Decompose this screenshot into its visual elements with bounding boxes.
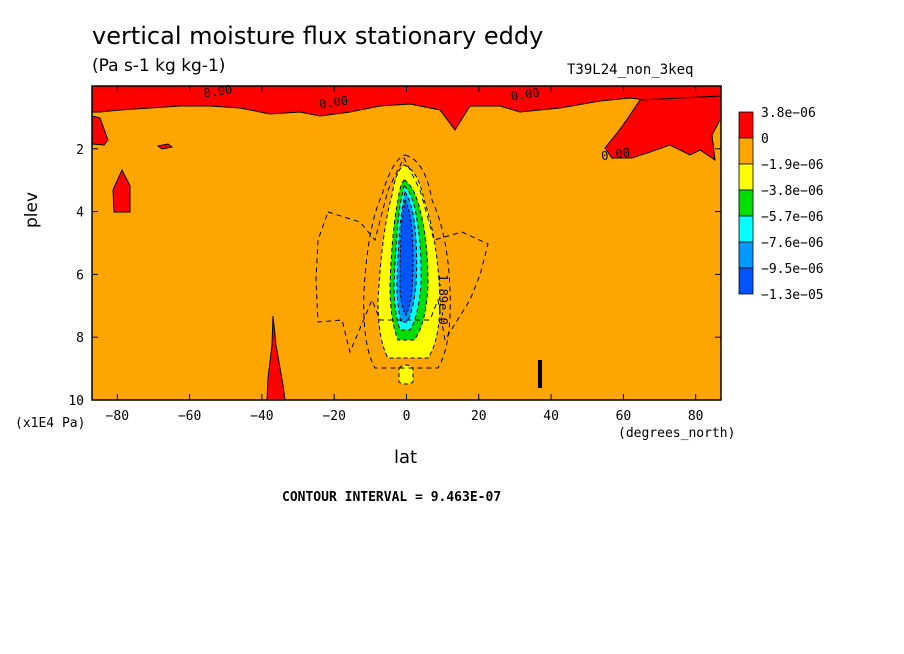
x-axis-label: lat bbox=[394, 447, 418, 468]
legend-label: −1.9e−06 bbox=[761, 158, 824, 173]
legend-label: −5.7e−06 bbox=[761, 210, 824, 225]
legend-swatch bbox=[738, 137, 754, 165]
legend-swatch bbox=[738, 189, 754, 217]
x-tick-label: −60 bbox=[178, 409, 201, 424]
legend-swatch bbox=[738, 111, 754, 139]
contour-interval: CONTOUR INTERVAL = 9.463E-07 bbox=[282, 490, 502, 505]
x-tick-label: −40 bbox=[250, 409, 273, 424]
level-region-yellow-low bbox=[398, 364, 414, 385]
y-tick-label: 10 bbox=[68, 394, 84, 409]
x-axis-units: (degrees_north) bbox=[618, 426, 736, 441]
y-tick-label: 4 bbox=[76, 206, 84, 221]
legend-swatch bbox=[738, 215, 754, 243]
legend: 3.8e−06 0 −1.9e−06 −3.8e−06 −5.7e−06 −7.6e−06… bbox=[738, 106, 824, 303]
positive-region-northeast bbox=[604, 95, 721, 162]
chart-title: vertical moisture flux stationary eddy bbox=[92, 22, 544, 50]
legend-label: 0 bbox=[761, 132, 769, 147]
x-tick-label: 40 bbox=[543, 409, 559, 424]
plot-area bbox=[92, 86, 721, 400]
contour-label: 0.00 bbox=[203, 83, 234, 101]
run-id: T39L24_non_3keq bbox=[567, 62, 694, 78]
x-ticks: −80 −60 −40 −20 0 20 40 60 80 bbox=[106, 86, 704, 424]
contour-mark bbox=[538, 360, 542, 388]
positive-region-spike bbox=[266, 315, 286, 400]
legend-swatch bbox=[738, 163, 754, 191]
y-tick-label: 2 bbox=[76, 143, 84, 158]
y-tick-label: 8 bbox=[76, 331, 84, 346]
positive-region-west-edge bbox=[92, 115, 109, 146]
contour-line-outer bbox=[363, 154, 451, 369]
x-tick-label: −80 bbox=[106, 409, 129, 424]
contour-label: 0.00 bbox=[318, 94, 349, 112]
legend-label: −1.3e−05 bbox=[761, 288, 824, 303]
legend-label: −7.6e−06 bbox=[761, 236, 824, 251]
chart-units: (Pa s-1 kg kg-1) bbox=[92, 56, 226, 76]
legend-label: −9.5e−06 bbox=[761, 262, 824, 277]
positive-region-small bbox=[156, 143, 174, 150]
y-ticks: 2 4 6 8 10 bbox=[68, 143, 721, 409]
positive-region-west bbox=[112, 168, 131, 213]
contour-label: 1.89e-0 bbox=[436, 274, 450, 325]
contour-line-wide bbox=[315, 156, 489, 354]
level-region-blue bbox=[399, 198, 414, 316]
y-tick-label: 6 bbox=[76, 268, 84, 283]
legend-swatch bbox=[738, 241, 754, 269]
legend-label: 3.8e−06 bbox=[761, 106, 816, 121]
x-tick-label: 80 bbox=[688, 409, 704, 424]
contour-label: 0.00 bbox=[600, 145, 631, 163]
x-tick-label: 0 bbox=[403, 409, 411, 424]
x-tick-label: 20 bbox=[471, 409, 487, 424]
y-axis-units: (x1E4 Pa) bbox=[15, 416, 86, 431]
x-tick-label: −20 bbox=[322, 409, 345, 424]
legend-swatch bbox=[738, 267, 754, 295]
legend-label: −3.8e−06 bbox=[761, 184, 824, 199]
contour-labels: 0.00 0.00 0.00 0.00 1.89e-0 bbox=[203, 83, 631, 325]
contour-label: 0.00 bbox=[510, 86, 541, 104]
x-tick-label: 60 bbox=[616, 409, 632, 424]
